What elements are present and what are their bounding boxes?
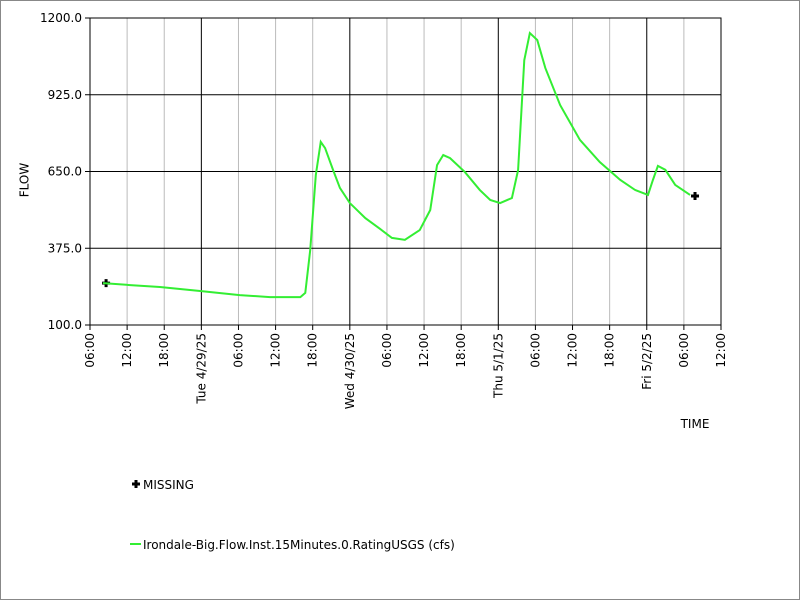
y-axis-title: FLOW [18,163,32,198]
x-tick-label: Fri 5/2/25 [640,333,654,390]
legend-label: Irondale-Big.Flow.Inst.15Minutes.0.Ratin… [143,538,455,552]
y-tick-label: 650.0 [48,165,82,179]
x-tick-label: 18:00 [306,333,320,368]
x-tick-label: Tue 4/29/25 [194,333,208,405]
x-tick-label: 18:00 [157,333,171,368]
legend-label: MISSING [143,478,194,492]
plot-border [89,17,722,326]
x-tick-label: 12:00 [120,333,134,368]
x-tick-label: 18:00 [603,333,617,368]
y-tick-label: 925.0 [48,88,82,102]
x-tick-label: 06:00 [528,333,542,368]
y-tick-label: 1200.0 [40,11,82,25]
x-tick-label: 12:00 [417,333,431,368]
x-tick-label: 12:00 [714,333,728,368]
x-tick-label: 06:00 [677,333,691,368]
legend-marker [132,480,140,488]
x-tick-label: 12:00 [269,333,283,368]
y-tick-label: 100.0 [48,318,82,332]
x-tick-label: 12:00 [566,333,580,368]
x-tick-label: 06:00 [380,333,394,368]
x-tick-label: Thu 5/1/25 [491,333,505,399]
data-line [102,31,691,299]
x-tick-label: 06:00 [83,333,97,368]
x-axis-title: TIME [680,417,710,431]
y-tick-label: 375.0 [48,241,82,255]
missing-marker [691,192,700,201]
x-tick-label: 06:00 [231,333,245,368]
x-tick-label: 18:00 [454,333,468,368]
x-tick-label: Wed 4/30/25 [343,333,357,409]
